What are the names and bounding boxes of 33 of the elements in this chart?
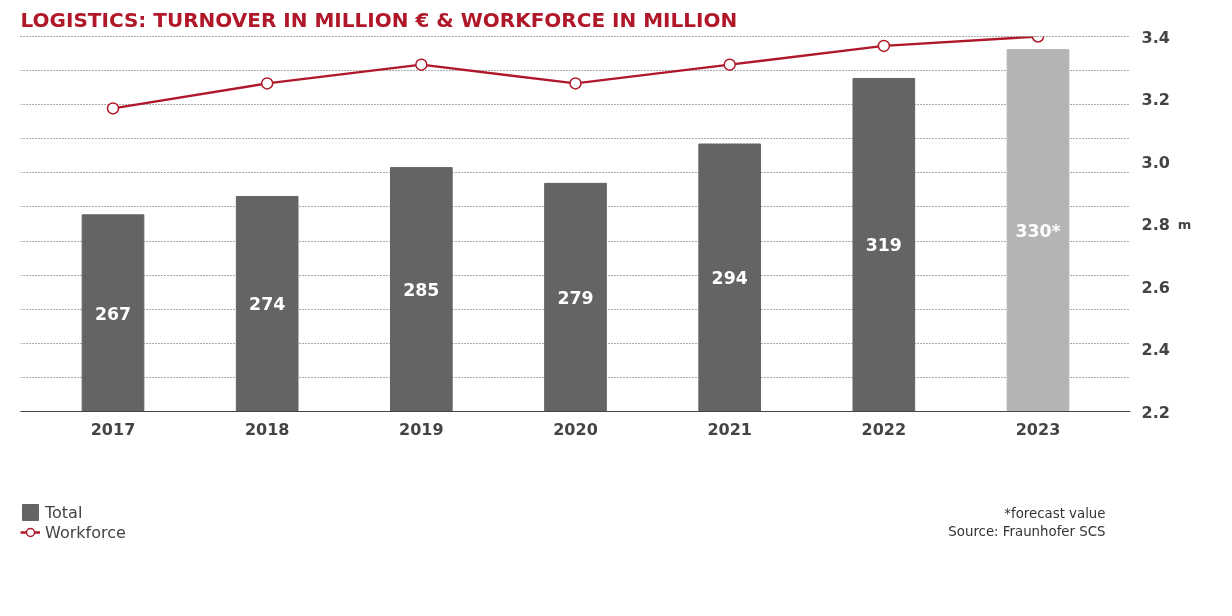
text: *forecast value: [1004, 505, 1106, 521]
y2-axis-title: m: [1177, 216, 1192, 232]
y2-tick-label: 2.8: [1141, 215, 1170, 234]
legend-label: Workforce: [45, 522, 126, 542]
data-label: 294: [711, 268, 748, 289]
data-label: 330*: [1015, 220, 1061, 241]
x-tick-label: 2021: [707, 419, 752, 439]
y2-tick-label: 3.0: [1141, 152, 1170, 172]
data-label: 319: [865, 235, 902, 256]
data-label: 285: [403, 280, 440, 301]
y2-tick-label: 3.4: [1141, 27, 1170, 47]
point: [260, 77, 274, 90]
y2-tick-label: 2.4: [1141, 340, 1170, 359]
x-tick-label: 2018: [244, 419, 290, 439]
data-label: 267: [94, 303, 132, 324]
legend-label: Total: [45, 502, 83, 522]
source-note: Source: Fraunhofer SCS: [948, 523, 1106, 539]
data-label: 279: [557, 287, 594, 308]
point: [723, 58, 736, 71]
chart-title: LOGISTICS: TURNOVER IN MILLION € & WORKFORCE IN MILLION: [20, 7, 738, 32]
y2-tick-label: 2.6: [1141, 277, 1170, 297]
data-label: 274: [249, 294, 286, 315]
point: [415, 58, 428, 71]
x-tick-label: 2022: [861, 419, 907, 439]
point: [877, 39, 891, 53]
y2-tick-label: 2.2: [1141, 402, 1170, 422]
y2-tick-label: 3.2: [1141, 90, 1170, 109]
x-tick-label: 2023: [1015, 419, 1061, 439]
x-tick-label: 2017: [90, 419, 136, 439]
point: [569, 77, 582, 90]
x-tick-label: 2020: [553, 419, 598, 439]
x-tick-label: 2019: [399, 419, 444, 439]
point: [106, 102, 120, 115]
